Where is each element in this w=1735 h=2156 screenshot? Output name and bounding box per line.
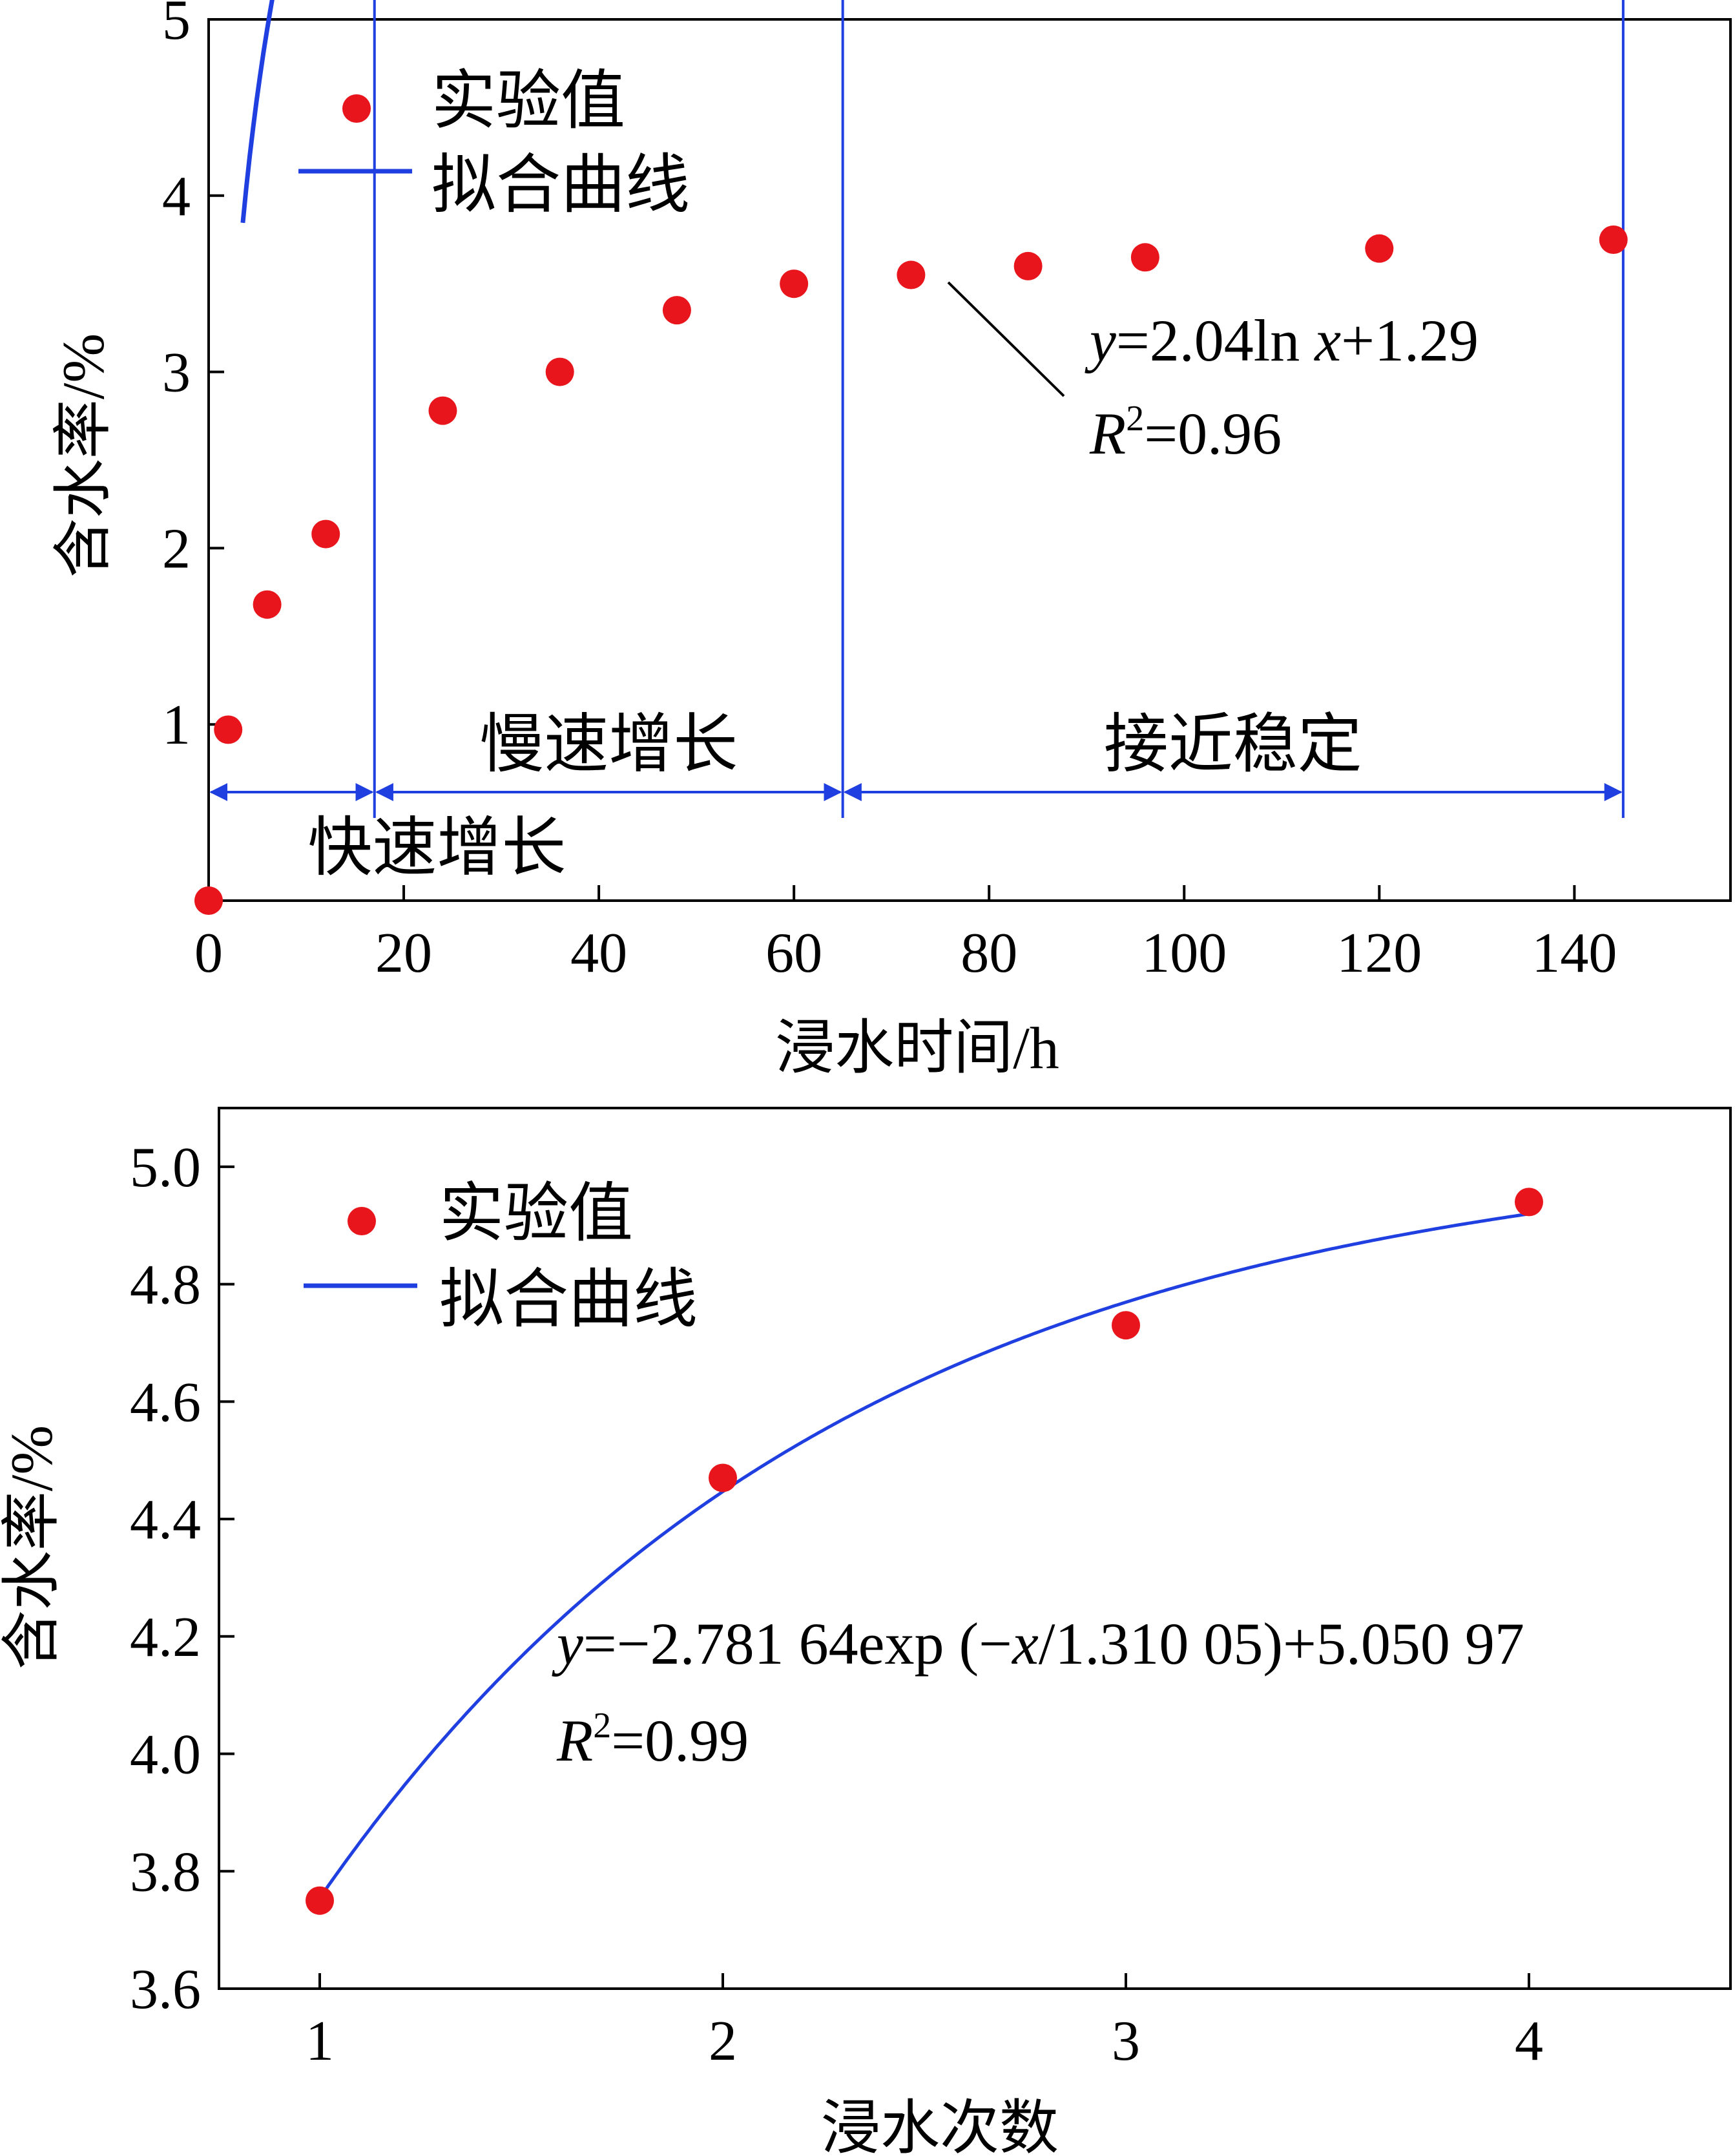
data-point	[1515, 1188, 1543, 1217]
stage-label: 接近稳定	[1104, 709, 1362, 780]
y-tick-label: 4.6	[130, 1371, 201, 1434]
fit-curve	[318, 1212, 1530, 1900]
plot-frame	[218, 1107, 1732, 1990]
stage-label: 慢速增长	[479, 709, 738, 780]
y-tick-label: 2	[162, 518, 191, 580]
data-point	[897, 260, 926, 289]
water-content-vs-immersion-count-chart: 1 2 3 4 3.6 3.8 4.0 4.2 4.4 4.6 4.8 5.0 浸水次数 含水率/%…	[0, 1107, 1732, 2156]
fit-equation: y=−2.781 64exp (−x/1.310 05)+5.050 97	[552, 1611, 1524, 1677]
data-point	[545, 357, 574, 386]
x-tick-label: 2	[709, 2010, 737, 2073]
data-point	[253, 590, 282, 619]
x-axis-title: 浸水时间/h	[775, 1015, 1059, 1081]
y-tick-label: 4.0	[130, 1724, 201, 1786]
data-point	[709, 1463, 737, 1492]
y-axis-title: 含水率/%	[50, 333, 116, 578]
tick-marks	[219, 1165, 1530, 1990]
data-point	[1365, 234, 1394, 263]
data-point	[1599, 225, 1628, 254]
x-tick-labels: 1 2 3 4	[306, 2010, 1543, 2073]
x-tick-label: 40	[570, 922, 627, 985]
equation-leader-line	[947, 281, 1065, 397]
stage-annotations: 快速增长 慢速增长 接近稳定	[209, 0, 1625, 884]
plot-frame	[207, 18, 1732, 902]
legend-line-label: 拟合曲线	[439, 1264, 698, 1335]
fit-equation: y=2.04ln x+1.29	[1085, 308, 1479, 373]
y-axis-title: 含水率/%	[0, 1425, 65, 1669]
data-points	[306, 1188, 1543, 1915]
data-point	[428, 396, 457, 425]
y-tick-label: 5	[162, 0, 191, 52]
data-points	[194, 225, 1628, 915]
x-tick-label: 0	[194, 922, 223, 985]
y-tick-label: 3.6	[130, 1958, 201, 2021]
x-tick-label: 60	[765, 922, 822, 985]
data-point	[1013, 251, 1043, 280]
data-point	[311, 519, 340, 549]
y-tick-label: 4	[162, 165, 191, 228]
x-tick-label: 120	[1336, 922, 1422, 985]
data-point	[1112, 1311, 1140, 1340]
legend-point-marker	[342, 94, 371, 123]
r-squared: R2=0.96	[1089, 399, 1282, 466]
r-squared: R2=0.99	[556, 1706, 749, 1774]
y-tick-label: 3.8	[130, 1841, 201, 1903]
x-tick-label: 100	[1141, 922, 1227, 985]
y-tick-label: 4.8	[130, 1254, 201, 1317]
data-point	[214, 715, 243, 744]
y-tick-label: 1	[162, 694, 191, 757]
y-tick-label: 4.2	[130, 1606, 201, 1669]
x-axis-title: 浸水次数	[821, 2095, 1059, 2156]
legend-line-label: 拟合曲线	[431, 149, 690, 221]
data-point	[194, 886, 223, 915]
tick-marks	[207, 18, 1576, 901]
legend-points-label: 实验值	[439, 1178, 633, 1250]
x-tick-label: 3	[1112, 2010, 1140, 2073]
x-tick-label: 140	[1532, 922, 1617, 985]
x-tick-label: 80	[961, 922, 1017, 985]
data-point	[780, 269, 809, 298]
y-tick-label: 5.0	[130, 1136, 201, 1199]
legend: 实验值 拟合曲线	[304, 1178, 698, 1335]
x-tick-label: 1	[306, 2010, 334, 2073]
x-tick-labels: 0 20 40 60 80 100 120 140	[194, 922, 1617, 985]
data-point	[1130, 243, 1159, 272]
data-point	[662, 296, 691, 325]
x-tick-label: 20	[375, 922, 432, 985]
water-content-vs-time-chart: 0 20 40 60 80 100 120 140 1 2 3 4 5 浸水时间/h 含水率/% 快速…	[50, 0, 1732, 1081]
y-tick-label: 3	[162, 342, 191, 404]
y-tick-label: 4.4	[130, 1489, 201, 1551]
x-tick-label: 4	[1515, 2010, 1543, 2073]
data-point	[306, 1886, 334, 1915]
legend-points-label: 实验值	[431, 65, 625, 137]
y-tick-labels: 3.6 3.8 4.0 4.2 4.4 4.6 4.8 5.0	[130, 1136, 201, 2021]
legend: 实验值 拟合曲线	[298, 65, 690, 221]
stage-label: 快速增长	[307, 812, 566, 884]
legend-point-marker	[348, 1207, 376, 1235]
y-tick-labels: 1 2 3 4 5	[162, 0, 191, 757]
